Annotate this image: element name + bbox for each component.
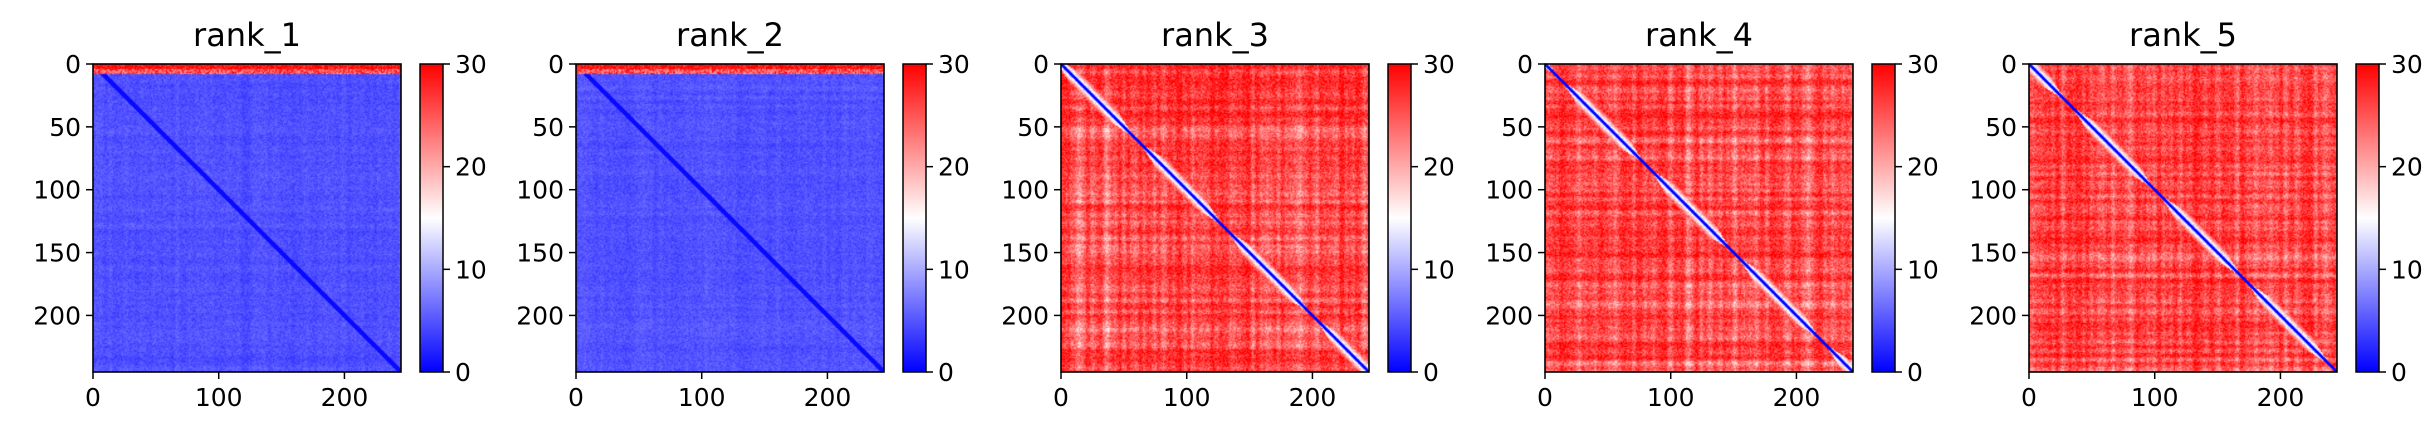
x-tick-label: 200 bbox=[804, 383, 852, 412]
heatmap-image bbox=[1545, 64, 1853, 372]
colorbar bbox=[1387, 63, 1412, 373]
y-tick-label: 100 bbox=[33, 176, 81, 205]
plot-frame bbox=[2028, 63, 2338, 373]
heatmap-image bbox=[1061, 64, 1369, 372]
y-tick-label: 0 bbox=[1033, 50, 1049, 79]
colorbar-tick-label: 30 bbox=[1907, 50, 1939, 79]
y-tick-label: 200 bbox=[33, 301, 81, 330]
colorbar-tick-label: 0 bbox=[1423, 358, 1439, 387]
y-tick-label: 100 bbox=[1001, 176, 1049, 205]
x-tick-label: 0 bbox=[1053, 383, 1069, 412]
y-tick-label: 50 bbox=[1017, 113, 1049, 142]
colorbar-tick-label: 10 bbox=[1907, 255, 1939, 284]
plot-frame bbox=[1544, 63, 1854, 373]
y-tick-label: 150 bbox=[1969, 239, 2017, 268]
heatmap-panel-3: rank_3 0 100 200 0 50 100 150 200 0 10 20 30 bbox=[1001, 16, 1455, 412]
panel-title: rank_3 bbox=[1161, 16, 1269, 54]
colorbar bbox=[1871, 63, 1896, 373]
x-tick-label: 0 bbox=[568, 383, 584, 412]
colorbar-tick-label: 20 bbox=[1423, 153, 1455, 182]
panel-title: rank_4 bbox=[1645, 16, 1753, 54]
x-tick-label: 100 bbox=[2131, 383, 2179, 412]
heatmap-image bbox=[2029, 64, 2337, 372]
colorbar-tick-label: 0 bbox=[2391, 358, 2407, 387]
x-tick-label: 0 bbox=[85, 383, 101, 412]
y-tick-label: 200 bbox=[1969, 301, 2017, 330]
y-tick-label: 50 bbox=[532, 113, 564, 142]
x-tick-label: 0 bbox=[1537, 383, 1553, 412]
y-tick-label: 200 bbox=[516, 301, 564, 330]
heatmap-panel-4: rank_4 0 100 200 0 50 100 150 200 0 10 20 30 bbox=[1485, 16, 1939, 412]
colorbar-tick-label: 30 bbox=[2391, 50, 2423, 79]
x-tick-label: 100 bbox=[195, 383, 243, 412]
colorbar-tick-label: 30 bbox=[938, 50, 970, 79]
y-tick-label: 200 bbox=[1485, 301, 1533, 330]
panel-title: rank_5 bbox=[2129, 16, 2237, 54]
colorbar-tick-label: 10 bbox=[2391, 255, 2423, 284]
colorbar-tick-label: 20 bbox=[938, 153, 970, 182]
colorbar-tick-label: 30 bbox=[1423, 50, 1455, 79]
colorbar-tick-label: 0 bbox=[938, 358, 954, 387]
y-tick-label: 0 bbox=[1517, 50, 1533, 79]
colorbar-tick-label: 20 bbox=[2391, 153, 2423, 182]
colorbar-tick-label: 20 bbox=[1907, 153, 1939, 182]
x-tick-label: 100 bbox=[1163, 383, 1211, 412]
colorbar-tick-label: 10 bbox=[455, 255, 487, 284]
x-tick-label: 200 bbox=[1773, 383, 1821, 412]
x-tick-label: 200 bbox=[2257, 383, 2305, 412]
y-tick-label: 0 bbox=[548, 50, 564, 79]
y-tick-label: 100 bbox=[1969, 176, 2017, 205]
plot-frame bbox=[575, 63, 885, 373]
heatmap-image bbox=[576, 64, 884, 372]
colorbar-tick-label: 20 bbox=[455, 153, 487, 182]
heatmap-panel-1: rank_1 0 100 200 0 50 100 150 200 0 10 20 30 bbox=[33, 16, 487, 412]
y-tick-label: 50 bbox=[1501, 113, 1533, 142]
y-tick-label: 0 bbox=[2001, 50, 2017, 79]
colorbar-tick-label: 0 bbox=[1907, 358, 1923, 387]
heatmap-image bbox=[93, 64, 401, 372]
y-tick-label: 150 bbox=[1485, 239, 1533, 268]
panel-title: rank_2 bbox=[676, 16, 784, 54]
y-tick-label: 150 bbox=[516, 239, 564, 268]
colorbar-tick-label: 30 bbox=[455, 50, 487, 79]
colorbar bbox=[2355, 63, 2380, 373]
y-tick-label: 200 bbox=[1001, 301, 1049, 330]
colorbar-tick-label: 10 bbox=[938, 255, 970, 284]
x-tick-label: 100 bbox=[1647, 383, 1695, 412]
colorbar-tick-label: 0 bbox=[455, 358, 471, 387]
y-tick-label: 0 bbox=[65, 50, 81, 79]
y-tick-label: 50 bbox=[1985, 113, 2017, 142]
colorbar-tick-label: 10 bbox=[1423, 255, 1455, 284]
heatmap-panel-5: rank_5 0 100 200 0 50 100 150 200 0 10 20 30 bbox=[1969, 16, 2423, 412]
x-tick-label: 200 bbox=[321, 383, 369, 412]
y-tick-label: 150 bbox=[1001, 239, 1049, 268]
heatmap-panel-2: rank_2 0 100 200 0 50 100 150 200 0 10 20 30 bbox=[516, 16, 970, 412]
y-tick-label: 100 bbox=[1485, 176, 1533, 205]
panel-title: rank_1 bbox=[193, 16, 301, 54]
y-tick-label: 150 bbox=[33, 239, 81, 268]
x-tick-label: 0 bbox=[2021, 383, 2037, 412]
x-tick-label: 100 bbox=[678, 383, 726, 412]
x-tick-label: 200 bbox=[1289, 383, 1337, 412]
y-tick-label: 50 bbox=[49, 113, 81, 142]
colorbar bbox=[419, 63, 444, 373]
y-tick-label: 100 bbox=[516, 176, 564, 205]
plot-frame bbox=[1060, 63, 1370, 373]
colorbar bbox=[902, 63, 927, 373]
plot-frame bbox=[92, 63, 402, 373]
